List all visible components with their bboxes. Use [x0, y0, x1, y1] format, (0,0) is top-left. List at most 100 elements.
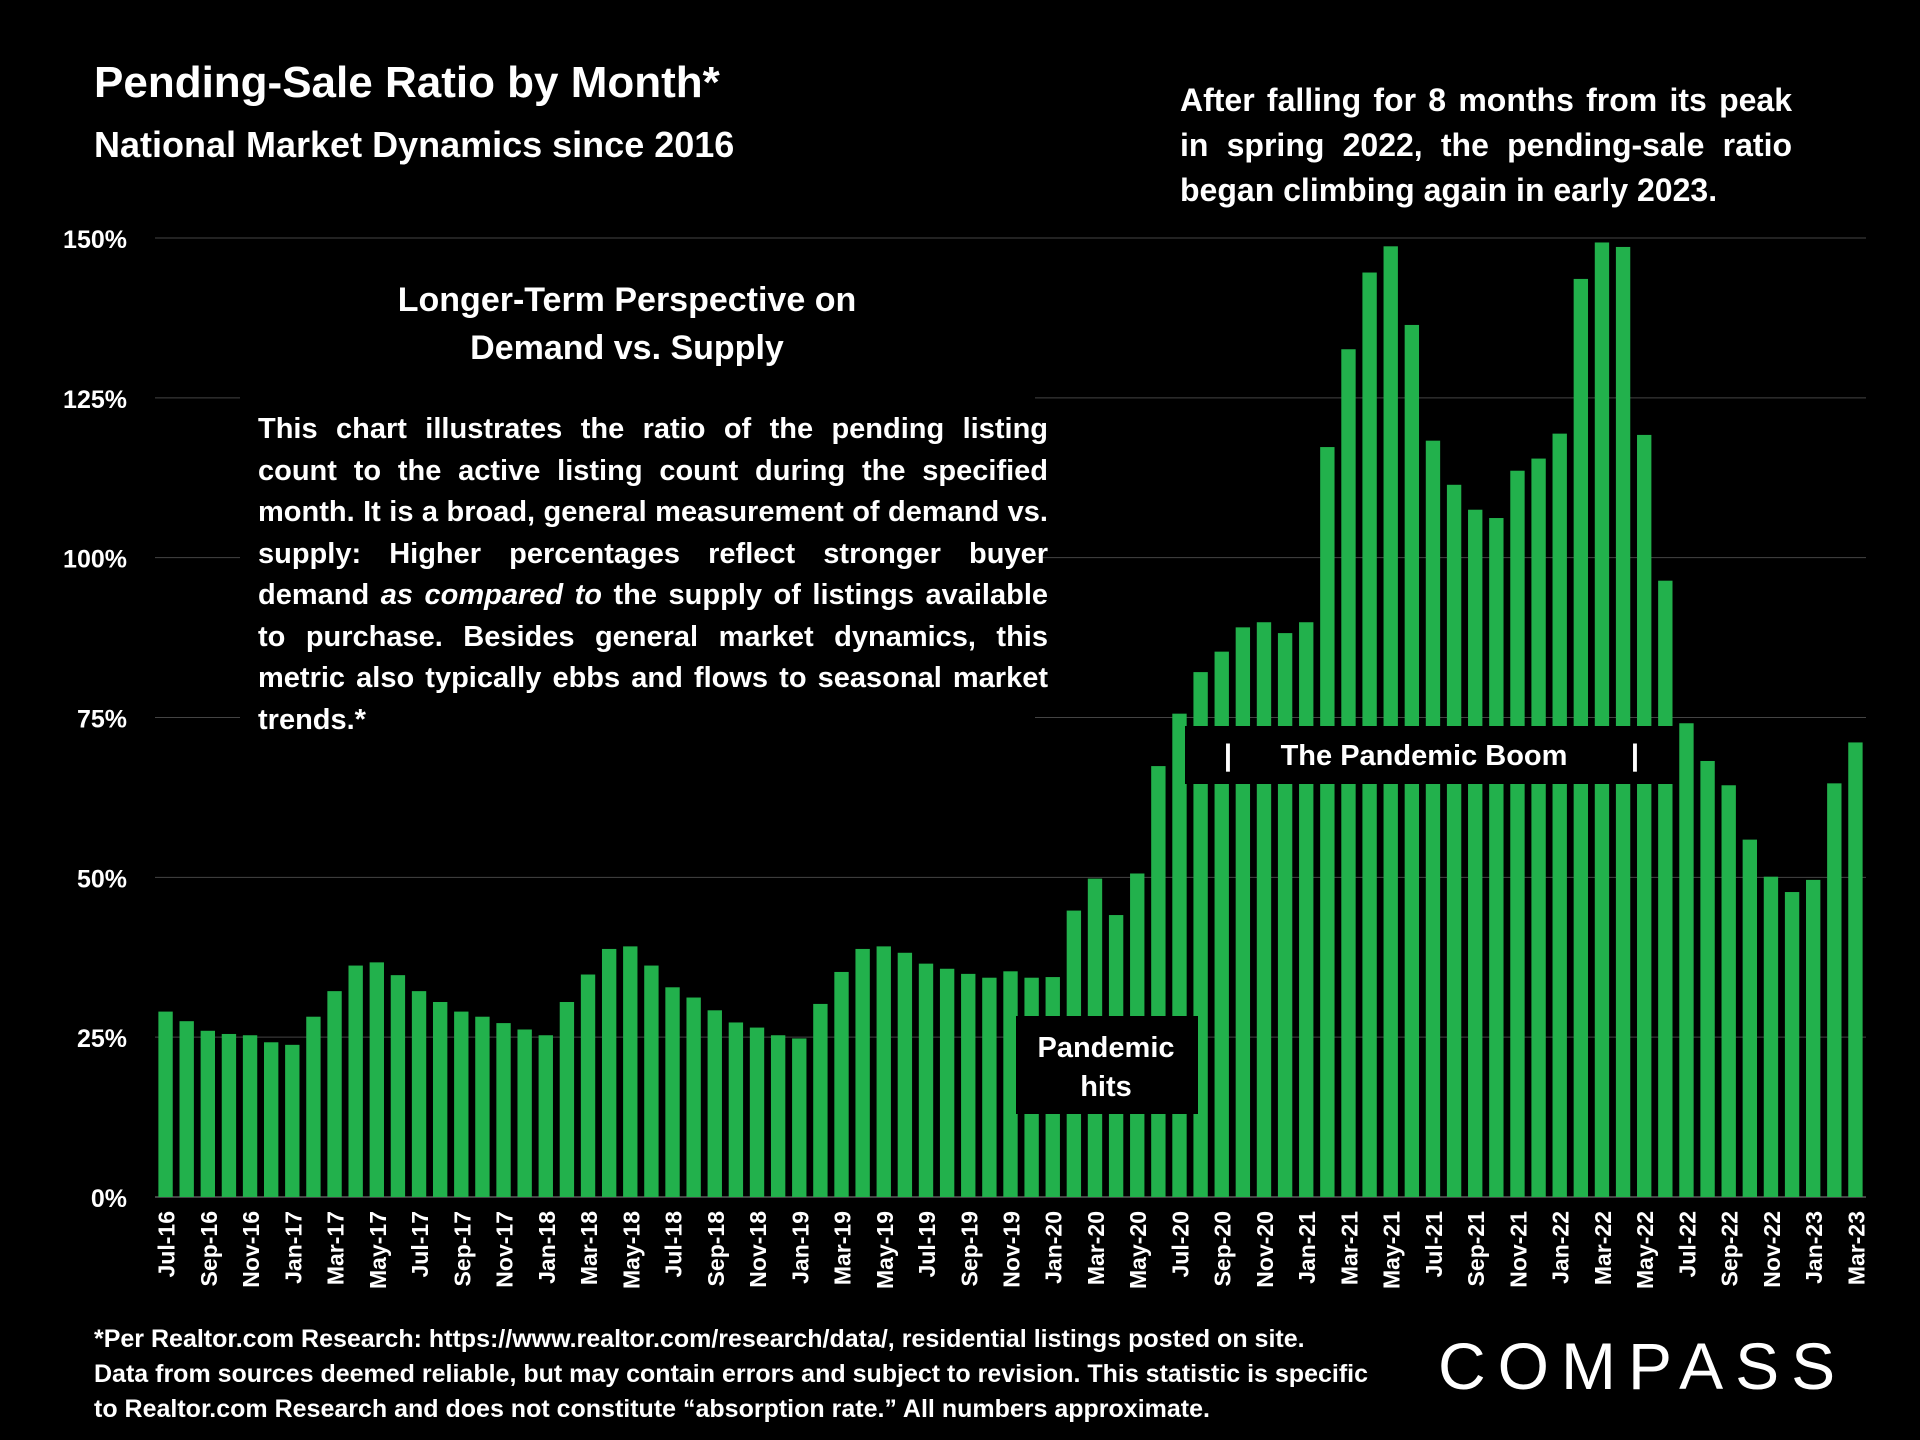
y-tick-label: 150%	[63, 226, 127, 254]
bar	[665, 987, 680, 1197]
pandemic-hits-box	[1016, 1016, 1198, 1114]
x-tick-label: Nov-19	[999, 1211, 1025, 1288]
y-tick-label: 0%	[91, 1185, 127, 1213]
info-box-background	[240, 262, 1035, 750]
bar	[1299, 622, 1314, 1197]
bar	[1256, 622, 1272, 1197]
x-tick-label: Mar-21	[1336, 1211, 1362, 1285]
bar	[1468, 509, 1483, 1197]
x-tick-label: Jan-18	[534, 1211, 560, 1284]
bar	[496, 1023, 511, 1197]
bar	[1277, 633, 1293, 1197]
bar	[1531, 458, 1546, 1197]
bar	[1446, 484, 1462, 1197]
bar	[1489, 518, 1504, 1197]
bar	[559, 1002, 575, 1197]
x-tick-label: May-19	[872, 1211, 898, 1289]
bar	[1003, 971, 1018, 1197]
x-tick-label: May-18	[618, 1211, 644, 1289]
bar	[623, 946, 638, 1197]
bar	[1615, 246, 1631, 1197]
x-tick-label: Sep-21	[1463, 1211, 1489, 1287]
bar	[179, 1021, 194, 1197]
y-tick-label: 50%	[77, 865, 127, 893]
bar	[1151, 766, 1166, 1197]
bar	[644, 965, 659, 1197]
pandemic-boom-label: The Pandemic Boom	[1281, 740, 1568, 772]
bar	[242, 1035, 258, 1197]
x-tick-label: Sep-17	[449, 1211, 475, 1286]
chart-subtitle: National Market Dynamics since 2016	[94, 124, 735, 165]
bar	[1658, 580, 1673, 1197]
annotation-note: After falling for 8 months from its peak…	[1180, 82, 1792, 208]
info-box-body-emphasis: as compared to	[380, 579, 602, 611]
compass-logo: COMPASS	[1438, 1329, 1848, 1403]
bar	[1721, 785, 1736, 1197]
bar	[1848, 742, 1863, 1197]
x-tick-label: Jul-20	[1167, 1211, 1193, 1277]
x-tick-label: May-20	[1125, 1211, 1151, 1289]
bar	[327, 991, 342, 1197]
chart-title: Pending-Sale Ratio by Month*	[94, 58, 720, 107]
x-tick-label: Mar-23	[1843, 1211, 1869, 1285]
bar	[221, 1033, 237, 1197]
info-box-heading: Longer-Term Perspective on Demand vs. Su…	[240, 276, 1014, 372]
bar	[1172, 713, 1187, 1197]
info-box-heading-line2: Demand vs. Supply	[470, 329, 784, 367]
x-tick-label: Nov-22	[1759, 1211, 1785, 1288]
bar	[1425, 440, 1441, 1197]
x-tick-label: Nov-16	[238, 1211, 264, 1288]
y-tick-label: 75%	[77, 706, 127, 734]
x-tick-label: Sep-18	[703, 1211, 729, 1287]
info-box-body-part1: This chart illustrates the ratio of the …	[258, 413, 1048, 611]
x-tick-label: Mar-17	[323, 1211, 349, 1285]
y-axis-ticks: 0% 25% 50% 75% 100% 125% 150%	[63, 226, 127, 1213]
bar	[1510, 470, 1525, 1197]
x-tick-label: Jan-19	[787, 1211, 813, 1284]
x-tick-label: Sep-22	[1717, 1211, 1743, 1286]
bar	[728, 1022, 744, 1197]
bar	[432, 1002, 448, 1197]
bar	[1552, 433, 1567, 1197]
info-box-body-part2: the supply of listings available to purc…	[258, 579, 1048, 736]
x-tick-label: Jul-17	[407, 1211, 433, 1277]
x-tick-label: Jan-22	[1548, 1211, 1574, 1284]
bar	[961, 973, 976, 1197]
x-tick-label: Mar-22	[1590, 1211, 1616, 1285]
x-tick-label: Mar-18	[576, 1211, 602, 1285]
bar	[876, 946, 891, 1197]
bar	[707, 1010, 722, 1197]
pandemic-hits-label-line2: hits	[1080, 1071, 1132, 1103]
bar	[1827, 783, 1842, 1197]
bar	[1763, 876, 1779, 1197]
chart-area: 0% 25% 50% 75% 100% 125% 150% Jul-16 Sep-16 Nov-…	[63, 226, 1869, 1289]
bar	[1637, 434, 1652, 1197]
bar	[1235, 627, 1251, 1197]
x-tick-label: Jul-21	[1421, 1211, 1447, 1278]
bar	[834, 971, 849, 1197]
x-tick-label: Sep-16	[196, 1211, 222, 1286]
bar	[1700, 760, 1715, 1197]
x-tick-label: Jul-19	[914, 1211, 940, 1277]
bar	[813, 1003, 828, 1197]
bar	[982, 977, 997, 1197]
x-tick-label: Nov-21	[1505, 1211, 1531, 1288]
pandemic-boom-box	[1185, 726, 1673, 784]
bar	[855, 948, 870, 1197]
x-tick-label: Mar-20	[1083, 1211, 1109, 1285]
bar	[348, 965, 363, 1197]
x-tick-label: Nov-18	[745, 1211, 771, 1288]
x-tick-label: May-17	[365, 1211, 391, 1289]
bars	[158, 242, 1863, 1197]
x-tick-label: Jul-16	[154, 1211, 180, 1277]
x-tick-label: Jul-22	[1674, 1211, 1700, 1277]
info-box-heading-line1: Longer-Term Perspective on	[397, 281, 857, 319]
x-tick-label: Nov-20	[1252, 1211, 1278, 1288]
bar	[1806, 879, 1821, 1197]
bar	[1742, 839, 1758, 1197]
bar	[285, 1044, 300, 1197]
bar	[897, 952, 913, 1197]
bar	[390, 975, 406, 1197]
bar	[918, 963, 934, 1197]
bar	[411, 991, 427, 1197]
